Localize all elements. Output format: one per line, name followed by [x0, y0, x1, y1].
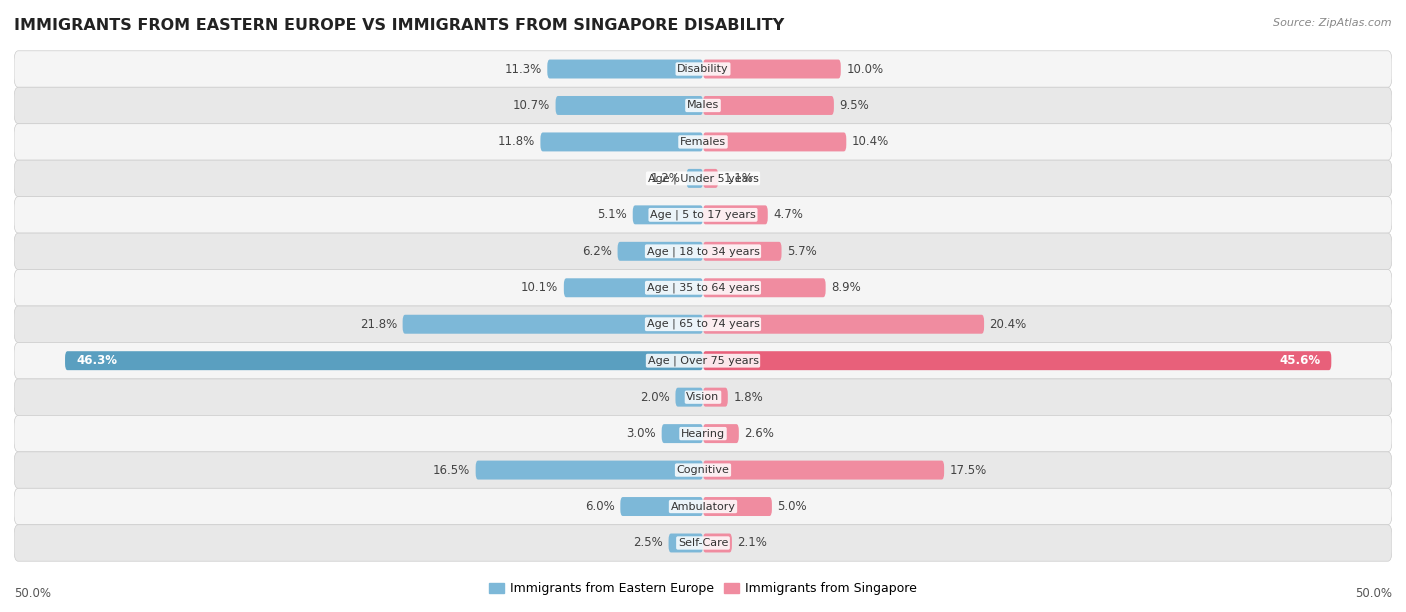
FancyBboxPatch shape: [14, 88, 1392, 124]
FancyBboxPatch shape: [14, 379, 1392, 416]
FancyBboxPatch shape: [703, 461, 945, 480]
FancyBboxPatch shape: [540, 132, 703, 151]
Text: 5.1%: 5.1%: [598, 208, 627, 222]
Text: 10.7%: 10.7%: [513, 99, 550, 112]
FancyBboxPatch shape: [703, 169, 718, 188]
Text: Males: Males: [688, 100, 718, 111]
Text: 5.7%: 5.7%: [787, 245, 817, 258]
Text: 9.5%: 9.5%: [839, 99, 869, 112]
FancyBboxPatch shape: [617, 242, 703, 261]
Text: 1.8%: 1.8%: [734, 390, 763, 404]
FancyBboxPatch shape: [662, 424, 703, 443]
FancyBboxPatch shape: [14, 124, 1392, 160]
Text: 50.0%: 50.0%: [1355, 587, 1392, 600]
FancyBboxPatch shape: [555, 96, 703, 115]
FancyBboxPatch shape: [14, 452, 1392, 488]
FancyBboxPatch shape: [14, 269, 1392, 306]
Text: Self-Care: Self-Care: [678, 538, 728, 548]
Legend: Immigrants from Eastern Europe, Immigrants from Singapore: Immigrants from Eastern Europe, Immigran…: [484, 578, 922, 600]
Text: 11.3%: 11.3%: [505, 62, 541, 75]
Text: 1.1%: 1.1%: [724, 172, 754, 185]
Text: Hearing: Hearing: [681, 428, 725, 439]
Text: 8.9%: 8.9%: [831, 282, 860, 294]
Text: Cognitive: Cognitive: [676, 465, 730, 475]
FancyBboxPatch shape: [703, 206, 768, 225]
Text: 2.0%: 2.0%: [640, 390, 669, 404]
FancyBboxPatch shape: [675, 387, 703, 406]
FancyBboxPatch shape: [475, 461, 703, 480]
Text: 46.3%: 46.3%: [76, 354, 117, 367]
Text: Age | Under 5 years: Age | Under 5 years: [648, 173, 758, 184]
Text: 2.1%: 2.1%: [738, 537, 768, 550]
FancyBboxPatch shape: [703, 497, 772, 516]
Text: 11.8%: 11.8%: [498, 135, 534, 149]
FancyBboxPatch shape: [703, 424, 738, 443]
Text: 17.5%: 17.5%: [949, 463, 987, 477]
Text: Source: ZipAtlas.com: Source: ZipAtlas.com: [1274, 18, 1392, 28]
FancyBboxPatch shape: [14, 416, 1392, 452]
Text: Disability: Disability: [678, 64, 728, 74]
FancyBboxPatch shape: [14, 306, 1392, 343]
Text: Age | 18 to 34 years: Age | 18 to 34 years: [647, 246, 759, 256]
FancyBboxPatch shape: [703, 534, 733, 553]
Text: Age | 5 to 17 years: Age | 5 to 17 years: [650, 209, 756, 220]
FancyBboxPatch shape: [703, 132, 846, 151]
Text: 6.0%: 6.0%: [585, 500, 614, 513]
FancyBboxPatch shape: [703, 315, 984, 334]
Text: Ambulatory: Ambulatory: [671, 501, 735, 512]
Text: 1.2%: 1.2%: [651, 172, 681, 185]
FancyBboxPatch shape: [14, 343, 1392, 379]
FancyBboxPatch shape: [564, 278, 703, 297]
FancyBboxPatch shape: [686, 169, 703, 188]
FancyBboxPatch shape: [14, 524, 1392, 561]
Text: 2.6%: 2.6%: [744, 427, 775, 440]
Text: Age | 35 to 64 years: Age | 35 to 64 years: [647, 283, 759, 293]
Text: Vision: Vision: [686, 392, 720, 402]
Text: 50.0%: 50.0%: [14, 587, 51, 600]
Text: 16.5%: 16.5%: [433, 463, 470, 477]
Text: 4.7%: 4.7%: [773, 208, 803, 222]
FancyBboxPatch shape: [633, 206, 703, 225]
FancyBboxPatch shape: [14, 233, 1392, 269]
Text: 2.5%: 2.5%: [633, 537, 664, 550]
Text: 10.1%: 10.1%: [522, 282, 558, 294]
FancyBboxPatch shape: [620, 497, 703, 516]
FancyBboxPatch shape: [14, 488, 1392, 524]
Text: 20.4%: 20.4%: [990, 318, 1026, 330]
FancyBboxPatch shape: [703, 96, 834, 115]
FancyBboxPatch shape: [669, 534, 703, 553]
FancyBboxPatch shape: [703, 387, 728, 406]
FancyBboxPatch shape: [402, 315, 703, 334]
Text: Age | 65 to 74 years: Age | 65 to 74 years: [647, 319, 759, 329]
FancyBboxPatch shape: [703, 351, 1331, 370]
Text: 6.2%: 6.2%: [582, 245, 612, 258]
FancyBboxPatch shape: [14, 160, 1392, 196]
FancyBboxPatch shape: [703, 278, 825, 297]
FancyBboxPatch shape: [14, 51, 1392, 88]
Text: Females: Females: [681, 137, 725, 147]
FancyBboxPatch shape: [703, 242, 782, 261]
FancyBboxPatch shape: [14, 196, 1392, 233]
Text: 21.8%: 21.8%: [360, 318, 396, 330]
Text: 10.4%: 10.4%: [852, 135, 889, 149]
FancyBboxPatch shape: [703, 59, 841, 78]
Text: 3.0%: 3.0%: [627, 427, 657, 440]
FancyBboxPatch shape: [547, 59, 703, 78]
Text: 45.6%: 45.6%: [1279, 354, 1320, 367]
Text: 10.0%: 10.0%: [846, 62, 883, 75]
Text: Age | Over 75 years: Age | Over 75 years: [648, 356, 758, 366]
Text: IMMIGRANTS FROM EASTERN EUROPE VS IMMIGRANTS FROM SINGAPORE DISABILITY: IMMIGRANTS FROM EASTERN EUROPE VS IMMIGR…: [14, 18, 785, 34]
Text: 5.0%: 5.0%: [778, 500, 807, 513]
FancyBboxPatch shape: [65, 351, 703, 370]
